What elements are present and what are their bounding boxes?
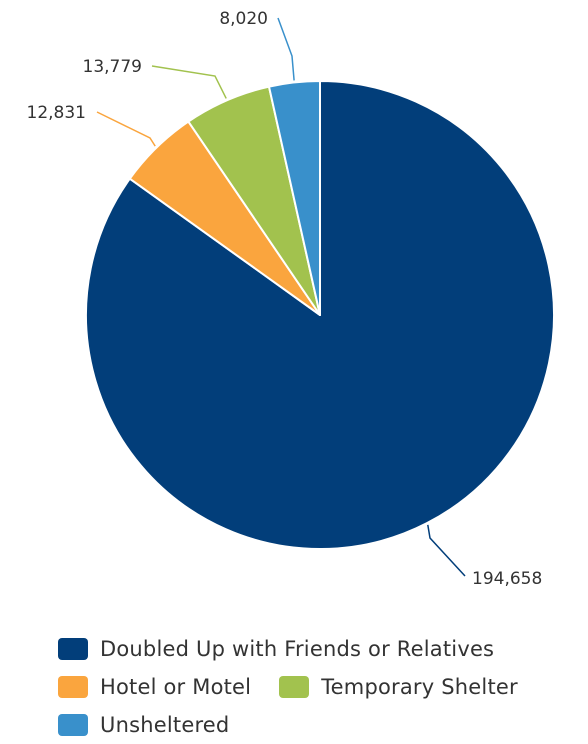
- pie-chart: 194,658 12,831 13,779 8,020: [27, 9, 555, 589]
- legend-item-temporary-shelter[interactable]: Temporary Shelter: [279, 675, 518, 699]
- legend-label: Hotel or Motel: [100, 675, 252, 699]
- data-label-temporary-shelter: 13,779: [83, 57, 142, 77]
- legend-swatch: [58, 638, 88, 660]
- legend-row: Unsheltered: [58, 706, 588, 744]
- data-label-doubled-up-with-friends-or-relatives: 194,658: [472, 569, 542, 589]
- pie-slice-unsheltered[interactable]: [267, 80, 321, 316]
- legend-label: Temporary Shelter: [321, 675, 518, 699]
- leader-lines: [96, 17, 466, 577]
- legend-label: Doubled Up with Friends or Relatives: [100, 637, 495, 661]
- legend: Doubled Up with Friends or Relatives Hote…: [58, 630, 588, 744]
- data-labels: 194,658 12,831 13,779 8,020: [27, 9, 543, 589]
- legend-item-unsheltered[interactable]: Unsheltered: [58, 713, 229, 737]
- legend-swatch: [279, 676, 310, 698]
- leader-line-unsheltered: [277, 17, 295, 81]
- legend-label: Unsheltered: [100, 713, 230, 737]
- leader-line-temporary-shelter: [151, 65, 227, 99]
- legend-swatch: [58, 714, 88, 736]
- legend-row: Doubled Up with Friends or Relatives: [58, 630, 588, 668]
- legend-swatch: [58, 676, 88, 698]
- data-label-unsheltered: 8,020: [219, 9, 268, 29]
- legend-item-hotel-or-motel[interactable]: Hotel or Motel: [58, 675, 251, 699]
- leader-line-doubled-up-with-friends-or-relatives: [427, 524, 466, 577]
- data-label-hotel-or-motel: 12,831: [27, 103, 86, 123]
- legend-item-doubled-up-with-friends-or-relatives[interactable]: Doubled Up with Friends or Relatives: [58, 637, 494, 661]
- leader-line-hotel-or-motel: [96, 111, 156, 147]
- pie-slices: [85, 80, 555, 550]
- legend-row: Hotel or Motel Temporary Shelter: [58, 668, 588, 706]
